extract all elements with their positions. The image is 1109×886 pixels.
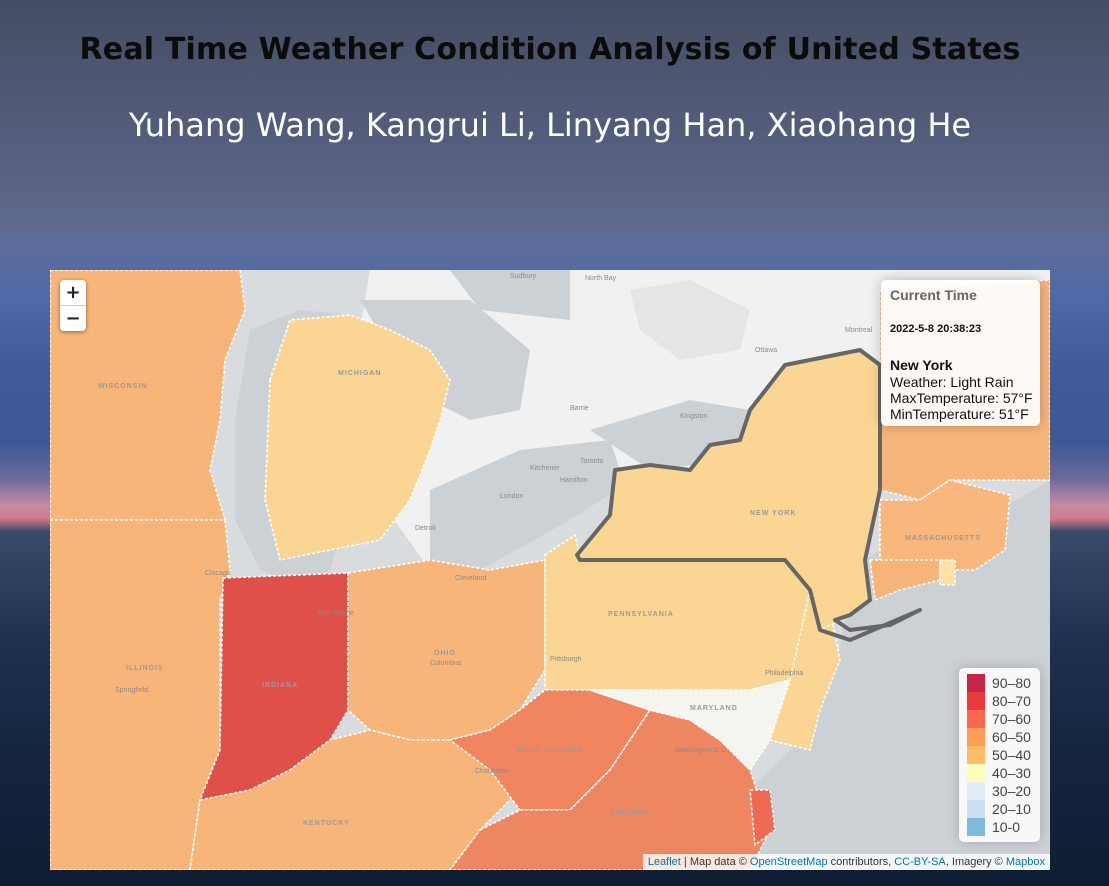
temperature-legend: 90–80 80–70 70–60 60–50 50–40 40–30 30–2… — [959, 668, 1040, 842]
svg-text:Chicago: Chicago — [205, 570, 231, 577]
svg-text:Barrie: Barrie — [570, 405, 589, 412]
legend-label: 30–20 — [992, 783, 1031, 799]
svg-text:INDIANA: INDIANA — [262, 682, 298, 689]
authors-line: Yuhang Wang, Kangrui Li, Linyang Han, Xi… — [128, 106, 972, 144]
legend-label: 40–30 — [992, 765, 1031, 781]
svg-text:MASSACHUSETTS: MASSACHUSETTS — [905, 535, 981, 542]
legend-swatch — [967, 692, 985, 710]
legend-swatch — [967, 746, 985, 764]
state-wisconsin — [50, 270, 246, 521]
svg-text:Ottawa: Ottawa — [755, 347, 777, 354]
osm-link[interactable]: OpenStreetMap — [749, 856, 828, 868]
svg-text:Montreal: Montreal — [845, 327, 873, 334]
info-panel: Current Time 2022-5-8 20:38:23 New York … — [881, 280, 1040, 426]
svg-text:Toronto: Toronto — [580, 458, 603, 465]
svg-text:Detroit: Detroit — [415, 525, 436, 532]
svg-text:KENTUCKY: KENTUCKY — [303, 820, 350, 827]
svg-text:Philadelphia: Philadelphia — [765, 670, 803, 677]
zoom-control: + − — [60, 280, 86, 331]
svg-text:Pittsburgh: Pittsburgh — [550, 656, 582, 663]
legend-swatch — [967, 710, 985, 728]
page-title: Real Time Weather Condition Analysis of … — [79, 32, 1021, 67]
lake-huron — [360, 300, 530, 420]
legend-swatch — [967, 728, 985, 746]
state-delaware — [749, 789, 776, 846]
svg-text:OHIO: OHIO — [434, 650, 456, 657]
svg-text:VIRGINIA: VIRGINIA — [610, 810, 649, 817]
state-ohio — [347, 559, 546, 741]
leaflet-link[interactable]: Leaflet — [647, 856, 681, 868]
legend-label: 80–70 — [992, 693, 1031, 709]
new-york-outline — [575, 348, 922, 642]
legend-swatch — [967, 800, 985, 818]
info-time: 2022-5-8 20:38:23 — [890, 323, 982, 335]
legend-label: 50–40 — [992, 747, 1031, 763]
state-virginia — [449, 709, 771, 870]
legend-swatch — [967, 818, 985, 836]
attribution-text: | Map data © — [680, 856, 750, 868]
svg-text:MARYLAND: MARYLAND — [690, 705, 738, 712]
legend-label: 60–50 — [992, 729, 1031, 745]
state-kentucky — [189, 729, 521, 870]
weather-map[interactable]: Sudbury North Bay Ottawa Montreal Toront… — [50, 270, 1050, 870]
svg-text:Columbus: Columbus — [430, 660, 462, 667]
svg-text:Sudbury: Sudbury — [510, 273, 537, 280]
legend-swatch — [967, 764, 985, 782]
header-band — [0, 0, 1109, 231]
mapbox-link[interactable]: Mapbox — [1005, 856, 1045, 868]
svg-text:Springfield: Springfield — [115, 687, 148, 694]
attribution-text: , Imagery © — [945, 856, 1006, 868]
legend-label: 20–10 — [992, 801, 1031, 817]
svg-text:MICHIGAN: MICHIGAN — [338, 370, 381, 377]
info-state: New York — [890, 357, 953, 373]
svg-text:Washington D.C.: Washington D.C. — [675, 747, 728, 754]
zoom-in-button[interactable]: + — [60, 280, 86, 306]
svg-text:NEW YORK: NEW YORK — [750, 510, 796, 517]
legend-label: 70–60 — [992, 711, 1031, 727]
svg-text:Hamilton: Hamilton — [560, 477, 588, 484]
svg-text:Kingston: Kingston — [680, 413, 707, 420]
svg-text:WEST VIRGINIA: WEST VIRGINIA — [517, 747, 583, 754]
map-attribution: Leaflet | Map data © OpenStreetMap contr… — [642, 854, 1050, 870]
legend-label: 90–80 — [992, 675, 1031, 691]
svg-text:WISCONSIN: WISCONSIN — [98, 383, 147, 390]
svg-text:Charleston: Charleston — [475, 768, 509, 775]
zoom-out-button[interactable]: − — [65, 308, 81, 329]
svg-text:North Bay: North Bay — [585, 275, 617, 282]
info-min-temp: MinTemperature: 51°F — [890, 406, 1029, 422]
legend-label: 10-0 — [992, 819, 1021, 835]
state-michigan — [264, 314, 451, 561]
svg-text:ILLINOIS: ILLINOIS — [126, 665, 164, 672]
svg-text:PENNSYLVANIA: PENNSYLVANIA — [608, 611, 674, 618]
lake-erie — [430, 440, 625, 570]
attribution-text: contributors, — [827, 856, 895, 868]
state-maryland — [589, 679, 811, 771]
svg-text:London: London — [500, 493, 523, 500]
info-heading: Current Time — [890, 287, 977, 303]
svg-text:Kitchener: Kitchener — [530, 465, 560, 472]
legend-swatch — [967, 782, 985, 800]
state-connecticut — [869, 559, 941, 601]
info-weather: Weather: Light Rain — [890, 374, 1014, 390]
svg-text:Cleveland: Cleveland — [455, 575, 486, 582]
svg-text:Fort Wayne: Fort Wayne — [318, 610, 354, 617]
legend-swatch — [967, 674, 985, 692]
license-link[interactable]: CC-BY-SA — [894, 856, 946, 868]
info-max-temp: MaxTemperature: 57°F — [890, 390, 1033, 406]
state-rhode-island — [939, 559, 956, 586]
